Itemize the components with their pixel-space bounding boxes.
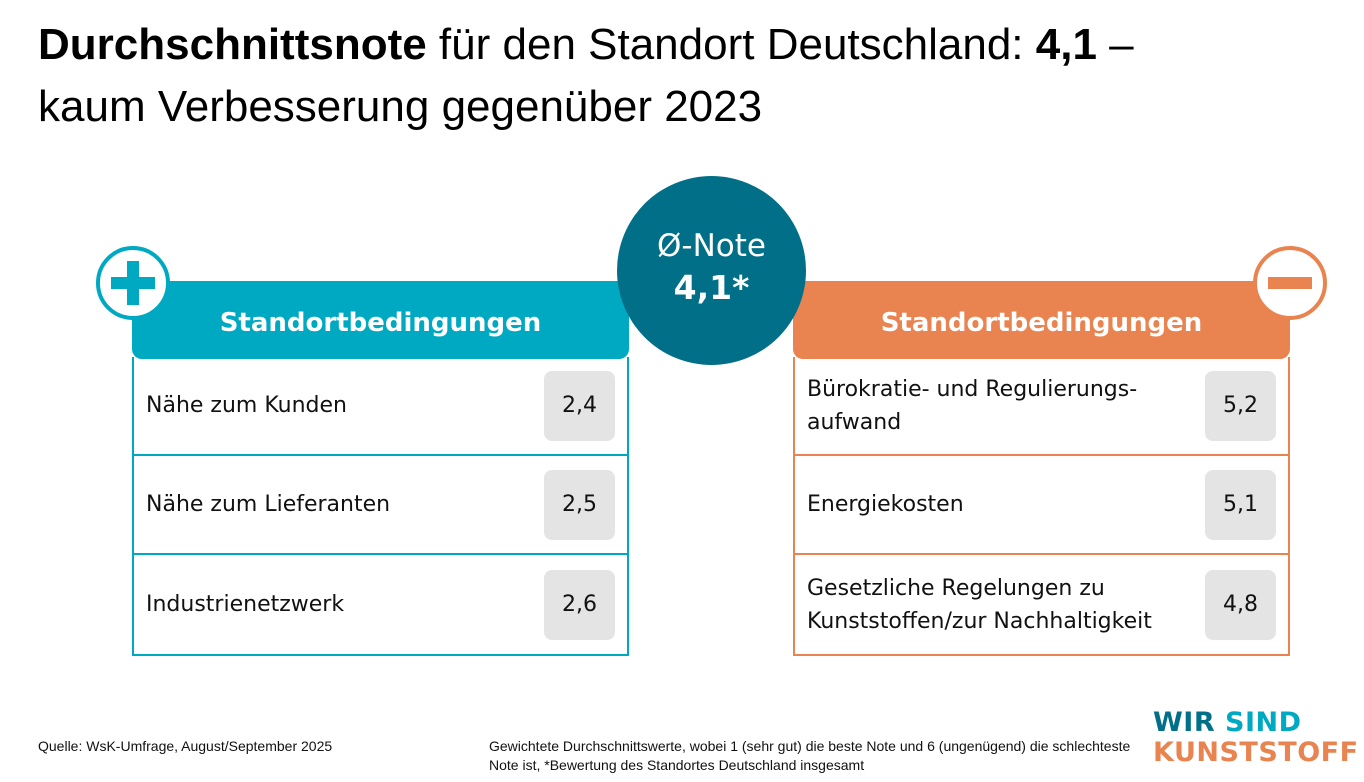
item-label: Energiekosten — [807, 492, 964, 517]
item-label: Nähe zum Lieferanten — [146, 492, 391, 517]
list-item: Nähe zum Kunden 2,4 — [134, 357, 627, 456]
list-item: Gesetzliche Regelungen zu Kunststoffen/z… — [795, 555, 1288, 654]
list-item: Bürokratie- und Regulierungs-aufwand 5,2 — [795, 357, 1288, 456]
item-value: 2,6 — [544, 569, 615, 640]
negative-header: Standortbedingungen — [793, 281, 1290, 359]
item-label: Gesetzliche Regelungen zu Kunststoffen/z… — [807, 575, 1152, 634]
item-value: 2,5 — [544, 469, 615, 540]
average-grade-circle: Ø-Note 4,1* — [617, 176, 806, 365]
positive-panel: Standortbedingungen Nähe zum Kunden 2,4 N… — [132, 281, 629, 656]
average-value: 4,1* — [673, 268, 750, 307]
list-item: Nähe zum Lieferanten 2,5 — [134, 456, 627, 555]
footnote: Gewichtete Durchschnittswerte, wobei 1 (… — [489, 738, 1131, 773]
item-label: Bürokratie- und Regulierungs-aufwand — [807, 376, 1138, 435]
item-label: Industrienetzwerk — [146, 592, 345, 617]
list-item: Industrienetzwerk 2,6 — [134, 555, 627, 654]
item-label: Nähe zum Kunden — [146, 393, 347, 418]
positive-header: Standortbedingungen — [132, 281, 629, 359]
item-value: 5,2 — [1205, 370, 1276, 441]
item-value: 5,1 — [1205, 469, 1276, 540]
page-title: Durchschnittsnote für den Standort Deuts… — [38, 20, 1134, 131]
source-note: Quelle: WsK-Umfrage, August/September 20… — [38, 738, 333, 754]
average-label: Ø-Note — [657, 228, 766, 264]
logo: WIR SIND KUNSTSTOFF — [1153, 707, 1359, 768]
negative-panel: Standortbedingungen Bürokratie- und Regu… — [793, 281, 1290, 656]
minus-icon — [1253, 246, 1327, 320]
item-value: 2,4 — [544, 370, 615, 441]
item-value: 4,8 — [1205, 569, 1276, 640]
list-item: Energiekosten 5,1 — [795, 456, 1288, 555]
plus-icon — [96, 246, 170, 320]
